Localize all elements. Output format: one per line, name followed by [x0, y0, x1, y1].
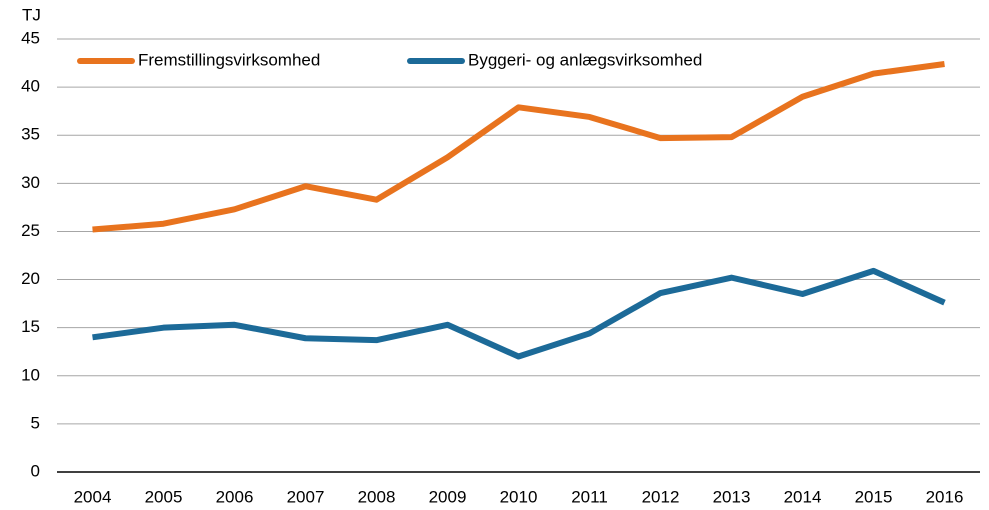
x-tick-label: 2011 [571, 487, 608, 506]
y-tick-label: 20 [21, 269, 40, 288]
y-tick-label: 25 [21, 221, 40, 240]
x-tick-label: 2005 [145, 487, 183, 506]
x-tick-label: 2006 [216, 487, 254, 506]
y-tick-label: 30 [21, 173, 40, 192]
line-series [92, 61, 945, 233]
x-tick-label: 2004 [74, 487, 112, 506]
y-tick-label: 0 [31, 461, 40, 480]
y-tick-label: 15 [21, 317, 40, 336]
x-tick-label: 2014 [784, 487, 822, 506]
line-series [92, 267, 946, 360]
y-tick-label: 40 [21, 77, 40, 96]
x-tick-label: 2012 [642, 487, 680, 506]
y-tick-label: 35 [21, 125, 40, 144]
legend-label: Byggeri- og anlægsvirksomhed [468, 50, 702, 69]
y-tick-label: 5 [31, 413, 40, 432]
x-tick-label: 2016 [926, 487, 964, 506]
legend-label: Fremstillingsvirksomhed [138, 50, 320, 69]
y-axis-label: TJ [22, 5, 41, 24]
y-tick-label: 45 [21, 28, 40, 47]
y-tick-label: 10 [21, 365, 40, 384]
x-tick-label: 2015 [855, 487, 893, 506]
x-tick-label: 2013 [713, 487, 751, 506]
x-tick-label: 2007 [287, 487, 325, 506]
x-tick-label: 2008 [358, 487, 396, 506]
x-tick-label: 2009 [429, 487, 467, 506]
x-tick-label: 2010 [500, 487, 538, 506]
